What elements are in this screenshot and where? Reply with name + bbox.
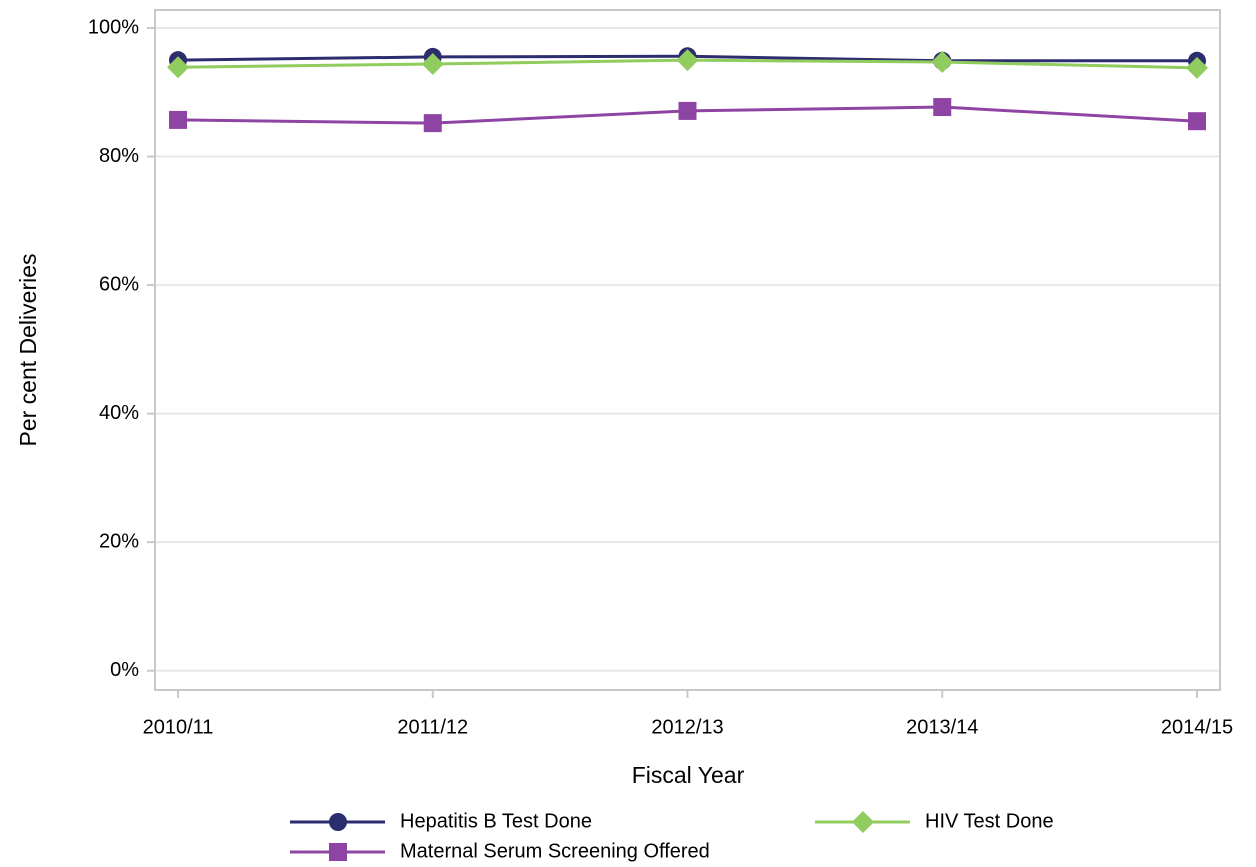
marker	[423, 114, 442, 133]
y-tick-label: 80%	[99, 145, 139, 167]
x-tick-label: 2013/14	[906, 716, 978, 738]
marker	[421, 52, 444, 75]
y-tick-label: 100%	[88, 16, 139, 38]
y-tick-label: 40%	[99, 402, 139, 424]
legend-label: Maternal Serum Screening Offered	[400, 840, 710, 862]
legend-label: HIV Test Done	[925, 810, 1054, 832]
marker	[678, 101, 697, 120]
y-tick-label: 0%	[110, 659, 139, 681]
marker	[329, 843, 347, 861]
x-axis-title: Fiscal Year	[632, 762, 745, 788]
x-tick-label: 2012/13	[651, 716, 723, 738]
x-tick-label: 2011/12	[397, 716, 468, 738]
legend-label: Hepatitis B Test Done	[400, 810, 592, 832]
marker	[329, 813, 347, 831]
marker	[676, 49, 699, 72]
marker	[1186, 56, 1208, 79]
marker	[931, 51, 954, 74]
marker	[169, 110, 187, 129]
marker	[167, 56, 189, 79]
marker	[852, 811, 874, 833]
y-axis-title: Per cent Deliveries	[15, 253, 41, 446]
marker	[1188, 112, 1206, 131]
x-tick-label: 2014/15	[1161, 716, 1233, 738]
y-tick-label: 60%	[99, 273, 139, 295]
x-tick-label: 2010/11	[143, 716, 214, 738]
marker	[933, 98, 952, 117]
y-tick-label: 20%	[99, 530, 139, 552]
